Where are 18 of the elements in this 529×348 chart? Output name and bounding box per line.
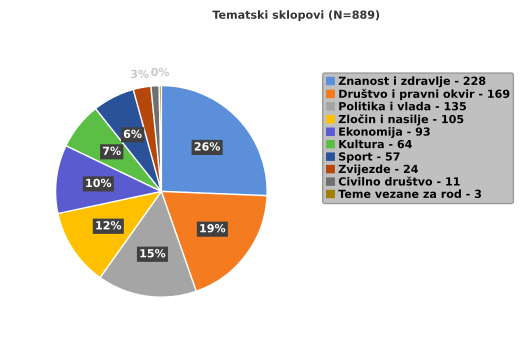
- legend-label: Zločin i nasilje - 105: [338, 114, 464, 126]
- legend-label: Sport - 57: [339, 152, 400, 163]
- data-label: 19%: [200, 224, 226, 232]
- legend-label: Društvo i pravni okvir - 169: [339, 88, 510, 100]
- data-label: 10%: [86, 178, 112, 188]
- legend-label: Civilno društvo - 11: [338, 176, 460, 186]
- data-label: 26%: [194, 142, 220, 151]
- legend-label: Kultura - 64: [339, 140, 412, 148]
- legend-label: Zvijezde - 24: [338, 164, 418, 176]
- data-label: 12%: [96, 221, 122, 230]
- legend-label: Teme vezane za rod - 3: [338, 189, 482, 198]
- legend-label: Politika i vlada - 135: [339, 102, 466, 110]
- data-label: 15%: [140, 249, 166, 258]
- legend-label: Znanost i zdravlje - 228: [338, 76, 486, 88]
- legend-label: Ekonomija - 93: [339, 127, 430, 138]
- data-label: 7%: [103, 146, 121, 156]
- chart-title: Tematski sklopovi (N=889): [212, 10, 380, 22]
- data-label: 6%: [124, 130, 142, 138]
